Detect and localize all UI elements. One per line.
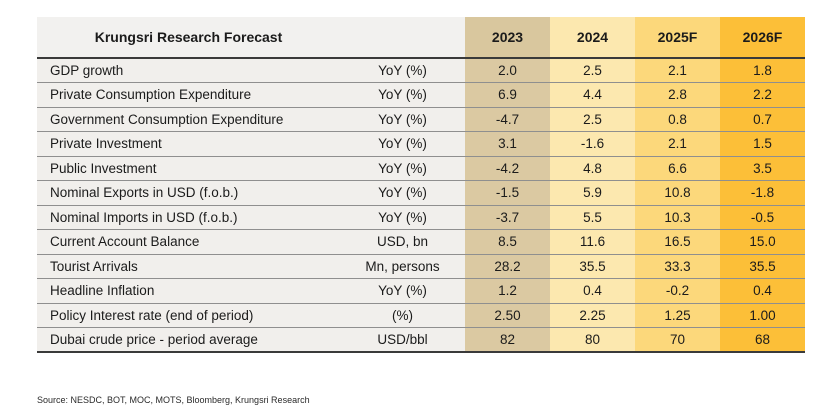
table-row: Headline Inflation YoY (%) 1.2 0.4 -0.2 … bbox=[37, 278, 805, 303]
cell-value: 1.5 bbox=[720, 131, 805, 156]
cell-value: 0.4 bbox=[720, 278, 805, 303]
cell-value: 8.5 bbox=[465, 229, 550, 254]
row-label: Dubai crude price - period average bbox=[37, 327, 340, 353]
cell-value: 2.25 bbox=[550, 302, 635, 328]
cell-value: 2.8 bbox=[635, 82, 720, 107]
cell-value: -0.2 bbox=[635, 278, 720, 303]
table-title: Krungsri Research Forecast bbox=[37, 17, 340, 59]
cell-value: 3.5 bbox=[720, 155, 805, 181]
forecast-table: Krungsri Research Forecast 2023 2024 202… bbox=[37, 17, 805, 353]
cell-value: -4.7 bbox=[465, 106, 550, 132]
row-unit: YoY (%) bbox=[340, 278, 465, 303]
cell-value: 35.5 bbox=[550, 253, 635, 279]
row-unit: USD/bbl bbox=[340, 327, 465, 353]
row-unit: YoY (%) bbox=[340, 57, 465, 83]
table-row: Private Consumption Expenditure YoY (%) … bbox=[37, 82, 805, 107]
cell-value: 6.6 bbox=[635, 155, 720, 181]
table-row: Policy Interest rate (end of period) (%)… bbox=[37, 302, 805, 328]
cell-value: 5.5 bbox=[550, 204, 635, 230]
table-row: Current Account Balance USD, bn 8.5 11.6… bbox=[37, 229, 805, 254]
cell-value: 2.2 bbox=[720, 82, 805, 107]
cell-value: -1.8 bbox=[720, 180, 805, 205]
cell-value: -1.6 bbox=[550, 131, 635, 156]
column-header-2024: 2024 bbox=[550, 17, 635, 59]
row-unit: Mn, persons bbox=[340, 253, 465, 279]
row-unit: YoY (%) bbox=[340, 106, 465, 132]
unit-column-header bbox=[340, 17, 465, 59]
cell-value: 15.0 bbox=[720, 229, 805, 254]
forecast-table-container: Krungsri Research Forecast 2023 2024 202… bbox=[37, 17, 805, 353]
table-row: Government Consumption Expenditure YoY (… bbox=[37, 106, 805, 132]
row-label: Tourist Arrivals bbox=[37, 253, 340, 279]
column-header-2023: 2023 bbox=[465, 17, 550, 59]
cell-value: 2.5 bbox=[550, 106, 635, 132]
cell-value: 6.9 bbox=[465, 82, 550, 107]
cell-value: 1.25 bbox=[635, 302, 720, 328]
cell-value: 33.3 bbox=[635, 253, 720, 279]
cell-value: 2.50 bbox=[465, 302, 550, 328]
table-header: Krungsri Research Forecast 2023 2024 202… bbox=[37, 17, 805, 59]
cell-value: 11.6 bbox=[550, 229, 635, 254]
cell-value: 35.5 bbox=[720, 253, 805, 279]
cell-value: 0.8 bbox=[635, 106, 720, 132]
table-body: GDP growth YoY (%) 2.0 2.5 2.1 1.8 Priva… bbox=[37, 57, 805, 353]
row-unit: YoY (%) bbox=[340, 180, 465, 205]
cell-value: 1.00 bbox=[720, 302, 805, 328]
row-label: Policy Interest rate (end of period) bbox=[37, 302, 340, 328]
row-label: GDP growth bbox=[37, 57, 340, 83]
row-label: Government Consumption Expenditure bbox=[37, 106, 340, 132]
table-row: Private Investment YoY (%) 3.1 -1.6 2.1 … bbox=[37, 131, 805, 156]
row-unit: YoY (%) bbox=[340, 155, 465, 181]
cell-value: 1.8 bbox=[720, 57, 805, 83]
cell-value: 0.4 bbox=[550, 278, 635, 303]
cell-value: 10.8 bbox=[635, 180, 720, 205]
row-unit: YoY (%) bbox=[340, 82, 465, 107]
row-unit: YoY (%) bbox=[340, 204, 465, 230]
column-header-2025f: 2025F bbox=[635, 17, 720, 59]
cell-value: 2.1 bbox=[635, 57, 720, 83]
cell-value: -0.5 bbox=[720, 204, 805, 230]
cell-value: 68 bbox=[720, 327, 805, 353]
row-label: Public Investment bbox=[37, 155, 340, 181]
cell-value: -3.7 bbox=[465, 204, 550, 230]
cell-value: 28.2 bbox=[465, 253, 550, 279]
cell-value: 70 bbox=[635, 327, 720, 353]
row-unit: USD, bn bbox=[340, 229, 465, 254]
cell-value: 10.3 bbox=[635, 204, 720, 230]
row-label: Private Consumption Expenditure bbox=[37, 82, 340, 107]
cell-value: -1.5 bbox=[465, 180, 550, 205]
row-label: Private Investment bbox=[37, 131, 340, 156]
table-row: Tourist Arrivals Mn, persons 28.2 35.5 3… bbox=[37, 253, 805, 279]
cell-value: 2.0 bbox=[465, 57, 550, 83]
row-label: Nominal Imports in USD (f.o.b.) bbox=[37, 204, 340, 230]
cell-value: 4.8 bbox=[550, 155, 635, 181]
cell-value: 5.9 bbox=[550, 180, 635, 205]
cell-value: 82 bbox=[465, 327, 550, 353]
table-row: GDP growth YoY (%) 2.0 2.5 2.1 1.8 bbox=[37, 57, 805, 83]
cell-value: 4.4 bbox=[550, 82, 635, 107]
row-unit: YoY (%) bbox=[340, 131, 465, 156]
source-note: Source: NESDC, BOT, MOC, MOTS, Bloomberg… bbox=[37, 395, 310, 405]
cell-value: 2.5 bbox=[550, 57, 635, 83]
table-row: Public Investment YoY (%) -4.2 4.8 6.6 3… bbox=[37, 155, 805, 181]
table-row: Dubai crude price - period average USD/b… bbox=[37, 327, 805, 353]
row-label: Headline Inflation bbox=[37, 278, 340, 303]
table-row: Nominal Exports in USD (f.o.b.) YoY (%) … bbox=[37, 180, 805, 205]
cell-value: 80 bbox=[550, 327, 635, 353]
column-header-2026f: 2026F bbox=[720, 17, 805, 59]
cell-value: 3.1 bbox=[465, 131, 550, 156]
row-label: Nominal Exports in USD (f.o.b.) bbox=[37, 180, 340, 205]
cell-value: 2.1 bbox=[635, 131, 720, 156]
cell-value: 16.5 bbox=[635, 229, 720, 254]
cell-value: 0.7 bbox=[720, 106, 805, 132]
table-row: Nominal Imports in USD (f.o.b.) YoY (%) … bbox=[37, 204, 805, 230]
row-label: Current Account Balance bbox=[37, 229, 340, 254]
row-unit: (%) bbox=[340, 302, 465, 328]
cell-value: 1.2 bbox=[465, 278, 550, 303]
cell-value: -4.2 bbox=[465, 155, 550, 181]
